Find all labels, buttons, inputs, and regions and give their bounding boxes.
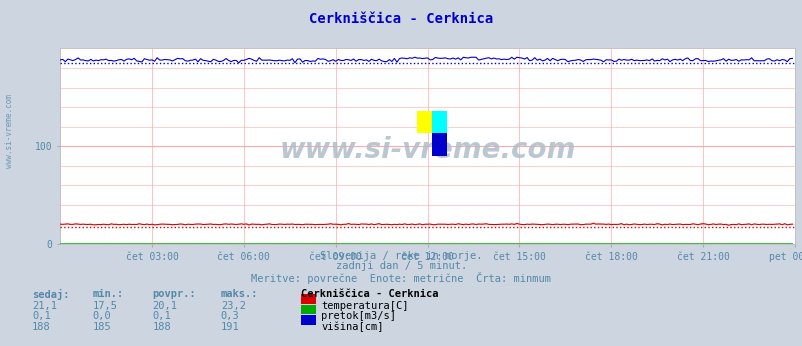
Text: Cerkniščica - Cerknica: Cerkniščica - Cerknica	[301, 289, 438, 299]
Text: 23,2: 23,2	[221, 301, 245, 311]
Text: www.si-vreme.com: www.si-vreme.com	[279, 136, 575, 164]
Text: Slovenija / reke in morje.: Slovenija / reke in morje.	[320, 251, 482, 261]
Text: 185: 185	[92, 322, 111, 332]
Text: min.:: min.:	[92, 289, 124, 299]
Text: 0,1: 0,1	[152, 311, 171, 321]
Text: maks.:: maks.:	[221, 289, 258, 299]
Text: 17,5: 17,5	[92, 301, 117, 311]
Text: 21,1: 21,1	[32, 301, 57, 311]
Text: 188: 188	[32, 322, 51, 332]
Text: zadnji dan / 5 minut.: zadnji dan / 5 minut.	[335, 261, 467, 271]
Text: 188: 188	[152, 322, 171, 332]
Text: temperatura[C]: temperatura[C]	[321, 301, 408, 311]
Text: pretok[m3/s]: pretok[m3/s]	[321, 311, 395, 321]
Text: 0,0: 0,0	[92, 311, 111, 321]
Text: Cerkniščica - Cerknica: Cerkniščica - Cerknica	[309, 12, 493, 26]
Text: sedaj:: sedaj:	[32, 289, 70, 300]
Text: www.si-vreme.com: www.si-vreme.com	[5, 94, 14, 169]
Text: Meritve: povrečne  Enote: metrične  Črta: minmum: Meritve: povrečne Enote: metrične Črta: …	[251, 272, 551, 284]
Bar	[416, 111, 431, 134]
Bar	[431, 111, 447, 134]
Text: 0,1: 0,1	[32, 311, 51, 321]
Text: 191: 191	[221, 322, 239, 332]
Text: višina[cm]: višina[cm]	[321, 322, 383, 332]
Bar	[431, 134, 447, 156]
Text: povpr.:: povpr.:	[152, 289, 196, 299]
Text: 0,3: 0,3	[221, 311, 239, 321]
Text: 20,1: 20,1	[152, 301, 177, 311]
